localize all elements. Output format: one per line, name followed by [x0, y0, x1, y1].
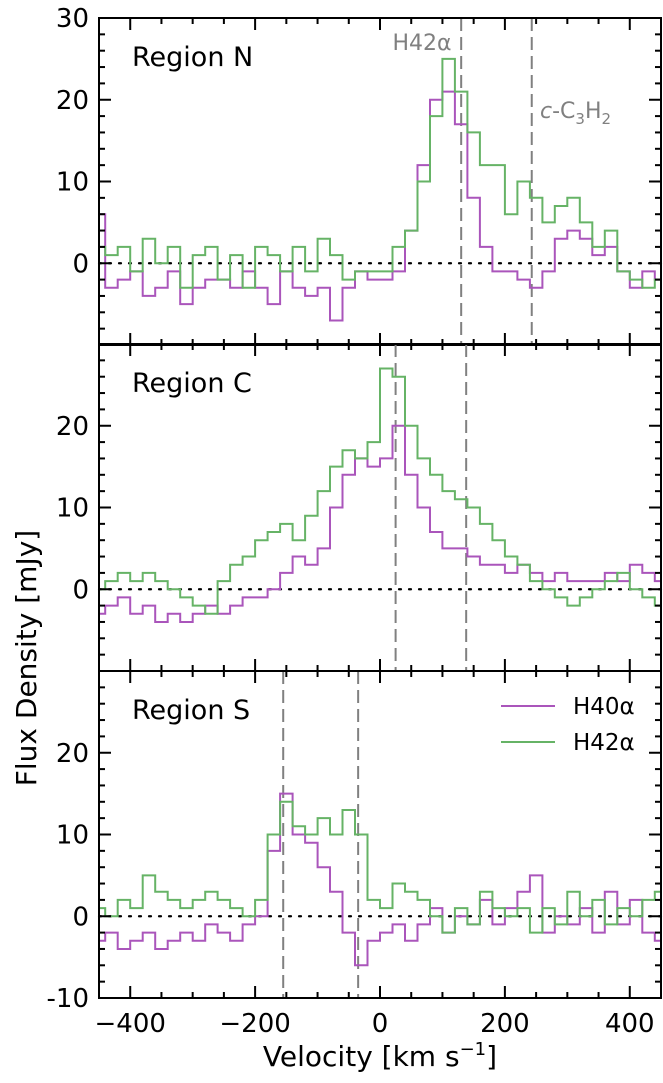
- y-axis-title: Flux Density [mJy]: [10, 530, 43, 786]
- x-axis-title-sup: −1: [460, 1039, 487, 1060]
- series-h40alpha: [99, 424, 661, 623]
- x-tick-label: 400: [605, 1009, 655, 1039]
- x-axis-title: Velocity [km s−1]: [263, 1039, 497, 1073]
- x-tick-label: −200: [219, 1009, 290, 1039]
- y-tick-label: 10: [56, 821, 89, 851]
- y-tick-label: 20: [56, 739, 89, 769]
- y-tick-label: 30: [56, 4, 89, 34]
- panel-1: 0 10 20 30 Region N: [56, 4, 663, 346]
- annotation-c3h2-rest: -C: [552, 99, 575, 124]
- x-axis-title-end: ]: [486, 1040, 497, 1073]
- y-tick-label: 0: [72, 902, 89, 932]
- y-tick-label: 10: [56, 494, 89, 524]
- legend: H40α H42α: [501, 694, 635, 756]
- annotation-c3h2-mid: H: [585, 99, 602, 124]
- y-tick-label: 20: [56, 412, 89, 442]
- x-tick-label: 0: [372, 1009, 389, 1039]
- series-h40alpha: [99, 792, 661, 967]
- series-h42alpha: [99, 57, 661, 289]
- legend-label-h40: H40α: [573, 694, 635, 720]
- y-tick-label: 10: [56, 168, 89, 198]
- region-label: Region S: [132, 695, 250, 726]
- annotation-c3h2-sub1: 3: [575, 110, 585, 128]
- annotation-c3h2-sub2: 2: [602, 110, 612, 128]
- region-label: Region C: [132, 368, 252, 399]
- annotation-c3h2-label: c-C3H2: [540, 99, 611, 128]
- y-tick-label: 20: [56, 86, 89, 116]
- y-tick-label: -10: [47, 984, 89, 1014]
- x-tick-label: 200: [480, 1009, 530, 1039]
- annotation-c3h2-prefix: c: [540, 99, 552, 124]
- region-label: Region N: [132, 42, 253, 73]
- panel-2: 0 10 20 Region C: [56, 343, 663, 672]
- series-h42alpha: [99, 367, 661, 615]
- panel-3: −400 −200 0 200 400 -10 0 10 20 Region S: [47, 670, 663, 1039]
- legend-label-h42: H42α: [573, 730, 635, 756]
- y-tick-label: 0: [72, 575, 89, 605]
- y-tick-label: 0: [72, 249, 89, 279]
- series-h40alpha: [99, 90, 661, 322]
- annotation-h42-label: H42α: [392, 31, 451, 56]
- series-h42alpha: [99, 800, 661, 934]
- x-tick-label: −400: [95, 1009, 166, 1039]
- x-axis-title-main: Velocity [km s: [263, 1040, 460, 1073]
